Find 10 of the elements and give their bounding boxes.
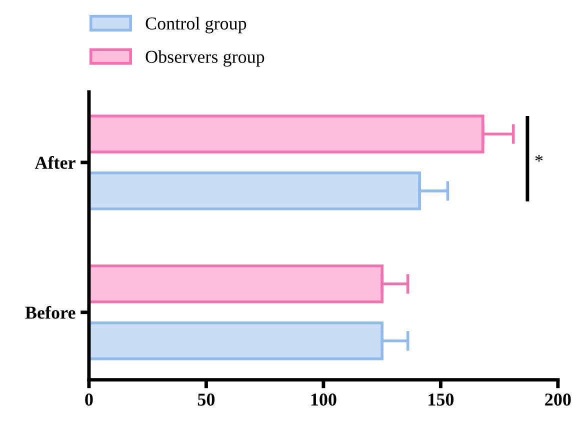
x-tick-label: 0 [85,394,93,406]
legend-label: Control group [146,16,246,34]
x-tick-label: 50 [198,394,215,406]
x-tick-label: 200 [545,394,571,406]
y-tick-label: After [34,156,76,169]
annotation: * [535,154,543,162]
x-tick-label: 150 [428,394,454,406]
y-tick-label: Before [25,306,76,319]
x-tick-label: 100 [311,394,336,406]
legend-label: Observers group [146,50,264,67]
